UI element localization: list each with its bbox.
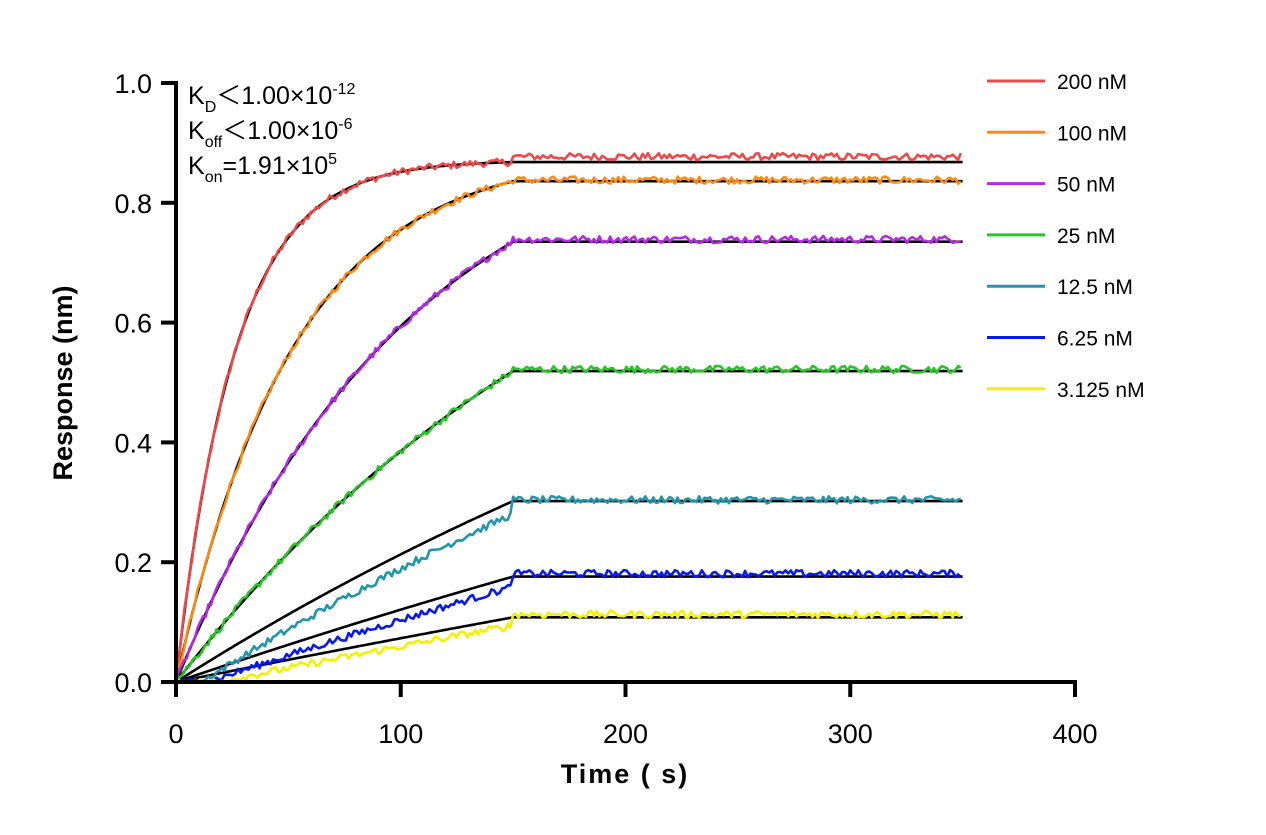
legend-label: 25 nM <box>1057 225 1115 248</box>
legend-label: 50 nM <box>1057 174 1115 197</box>
legend: 200 nM 100 nM 50 nM 25 nM 12.5 nM 6.25 nM 3.12… <box>987 71 1145 402</box>
annotation-part: K <box>188 152 205 180</box>
y-tick-label: 0.2 <box>114 548 152 578</box>
y-tick-label: 1.0 <box>114 69 152 99</box>
annotation-part: -6 <box>338 116 352 133</box>
annotation-part: =1.91×10 <box>222 152 328 180</box>
legend-label: 3.125 nM <box>1057 379 1145 402</box>
y-tick-label: 0.0 <box>114 668 152 698</box>
kinetics-annotation: KD＜1.00×10-12 <box>188 81 356 116</box>
data-trace-50-nM <box>174 234 961 683</box>
y-axis-title: Response (nm) <box>48 285 78 480</box>
x-tick-label: 300 <box>828 719 873 749</box>
data-trace-25-nM <box>174 364 962 683</box>
data-trace-100-nM <box>174 175 962 681</box>
data-trace-200-nM <box>174 151 963 682</box>
kinetics-annotation: Koff＜1.00×10-6 <box>188 116 353 151</box>
annotation-part: D <box>205 99 217 116</box>
annotation-part: K <box>188 117 205 145</box>
x-tick-label: 200 <box>603 719 648 749</box>
kinetics-annotation: Kon=1.91×105 <box>188 151 337 186</box>
data-trace-6-25-nM <box>175 568 962 684</box>
y-tick-label: 0.4 <box>114 428 152 458</box>
annotation-part: ＜1.00×10 <box>216 82 332 110</box>
x-tick-label: 400 <box>1052 719 1097 749</box>
y-tick-label: 0.8 <box>114 189 152 219</box>
annotation-part: 5 <box>328 151 337 168</box>
legend-label: 200 nM <box>1057 71 1127 94</box>
x-axis-title: Time ( s) <box>561 759 690 789</box>
data-traces <box>174 151 963 684</box>
annotation-part: on <box>205 169 223 186</box>
legend-label: 100 nM <box>1057 122 1127 145</box>
annotation-part: -12 <box>332 81 355 98</box>
fit-curve-25-nM <box>174 369 963 683</box>
axes <box>161 81 1077 697</box>
legend-label: 12.5 nM <box>1057 276 1133 299</box>
x-tick-label: 100 <box>378 719 423 749</box>
annotation-part: ＜1.00×10 <box>222 117 338 145</box>
fit-curve-100-nM <box>174 179 963 683</box>
annotation-part: K <box>188 82 205 110</box>
tick-labels: 0 100 200 300 400 0.0 0.2 0.4 0.6 0.8 1.0 <box>114 69 1097 749</box>
annotation-part: off <box>205 134 223 151</box>
fit-curve-200-nM <box>174 160 963 683</box>
data-trace-12-5-nM <box>175 495 962 684</box>
fit-curve-6-25-nM <box>175 575 963 684</box>
data-trace-3-125-nM <box>175 609 961 684</box>
fit-curve-12-5-nM <box>175 499 963 684</box>
y-tick-label: 0.6 <box>114 309 152 339</box>
legend-label: 6.25 nM <box>1057 328 1133 351</box>
x-tick-label: 0 <box>168 719 183 749</box>
